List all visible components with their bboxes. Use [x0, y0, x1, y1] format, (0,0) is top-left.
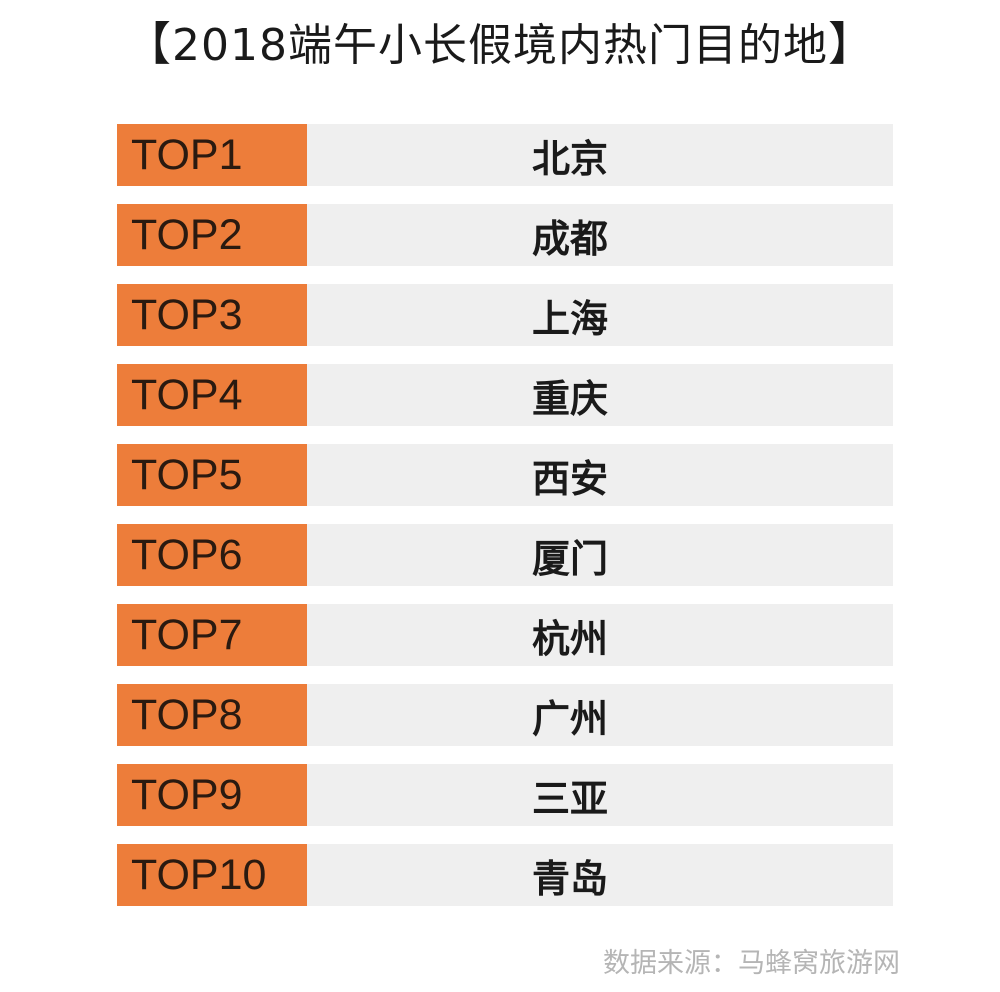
title-text: 2018端午小长假境内热门目的地: [172, 20, 828, 71]
page-title: 【 2018端午小长假境内热门目的地 】: [0, 6, 1000, 76]
rank-label: TOP5: [117, 444, 307, 506]
rank-label: TOP9: [117, 764, 307, 826]
city-name: 广州: [531, 696, 608, 741]
title-open-bracket: 【: [125, 17, 172, 71]
ranking-row-2: TOP2 成都: [117, 204, 893, 266]
ranking-row-4: TOP4 重庆: [117, 364, 893, 426]
data-source-note: 数据来源：马蜂窝旅游网: [603, 947, 900, 979]
ranking-list: TOP1 北京 TOP2 成都 TOP3 上海 TOP4 重庆 TOP5 西安 …: [117, 124, 893, 924]
rank-label: TOP7: [117, 604, 307, 666]
city-name: 成都: [531, 216, 608, 261]
rank-label: TOP10: [117, 844, 307, 906]
rank-label: TOP8: [117, 684, 307, 746]
rank-label: TOP4: [117, 364, 307, 426]
rank-label: TOP3: [117, 284, 307, 346]
ranking-row-3: TOP3 上海: [117, 284, 893, 346]
ranking-row-5: TOP5 西安: [117, 444, 893, 506]
rank-label: TOP6: [117, 524, 307, 586]
rank-label: TOP1: [117, 124, 307, 186]
city-name: 重庆: [531, 376, 608, 421]
ranking-row-8: TOP8 广州: [117, 684, 893, 746]
city-name: 厦门: [531, 536, 608, 581]
title-close-bracket: 】: [827, 17, 875, 71]
city-name: 三亚: [531, 776, 608, 821]
ranking-row-10: TOP10 青岛: [117, 844, 893, 906]
ranking-row-7: TOP7 杭州: [117, 604, 893, 666]
city-name: 北京: [531, 136, 608, 181]
ranking-row-9: TOP9 三亚: [117, 764, 893, 826]
ranking-row-1: TOP1 北京: [117, 124, 893, 186]
city-name: 上海: [531, 296, 608, 341]
ranking-row-6: TOP6 厦门: [117, 524, 893, 586]
city-name: 杭州: [531, 616, 608, 661]
city-name: 青岛: [531, 856, 608, 901]
rank-label: TOP2: [117, 204, 307, 266]
city-name: 西安: [531, 456, 608, 501]
